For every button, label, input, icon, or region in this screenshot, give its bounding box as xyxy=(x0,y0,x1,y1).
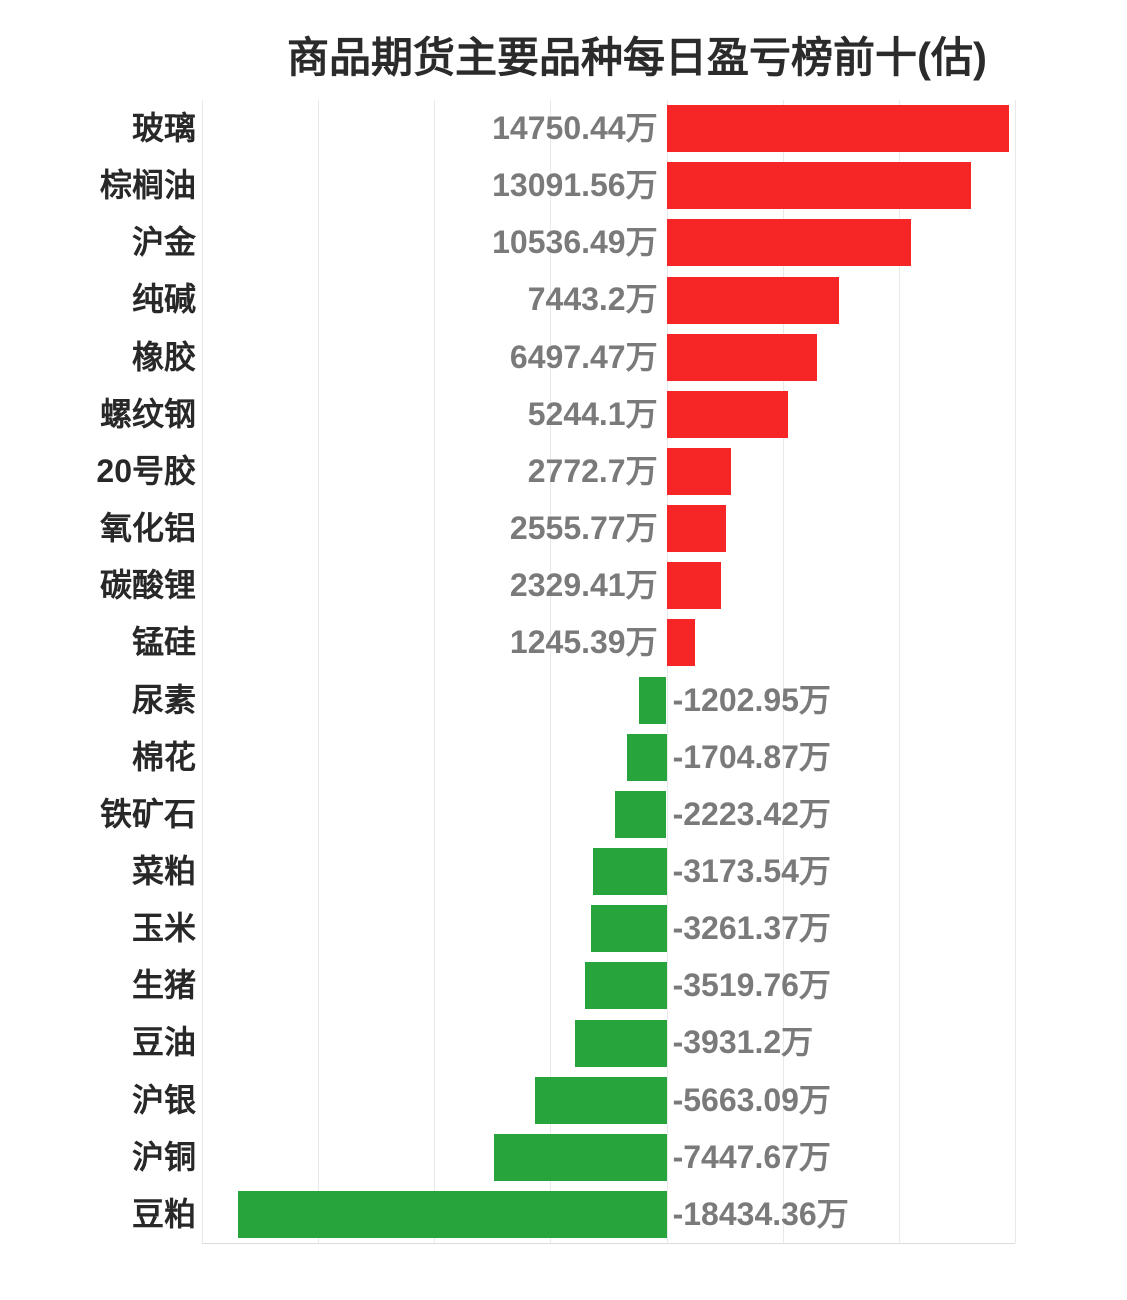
bar-negative xyxy=(627,733,667,781)
value-label: 5244.1万 xyxy=(527,395,658,432)
value-label: -2223.42万 xyxy=(672,795,831,832)
value-label: -3173.54万 xyxy=(672,852,831,889)
value-label: -7447.67万 xyxy=(672,1138,831,1175)
value-label: -3519.76万 xyxy=(672,967,831,1004)
bar-negative xyxy=(590,905,667,953)
bar-positive xyxy=(666,162,971,210)
bar-negative xyxy=(592,848,667,895)
x-axis-line xyxy=(202,1243,1015,1244)
bar-positive xyxy=(666,219,912,267)
gridline xyxy=(434,100,436,1243)
bar-negative xyxy=(493,1133,667,1181)
value-label: 1245.39万 xyxy=(509,624,658,661)
category-label: 螺纹钢 xyxy=(99,395,196,432)
category-label: 菜粕 xyxy=(131,852,196,889)
value-label: 13091.56万 xyxy=(492,167,658,204)
value-label: 2772.7万 xyxy=(527,452,658,489)
category-label: 棉花 xyxy=(131,738,196,775)
category-label: 玉米 xyxy=(131,910,196,947)
category-label: 玻璃 xyxy=(131,110,196,146)
bar-positive xyxy=(666,619,696,667)
category-label: 碳酸锂 xyxy=(99,567,196,604)
bar-positive xyxy=(666,562,721,610)
gridline xyxy=(202,100,203,1243)
gridline xyxy=(318,100,320,1243)
bar-positive xyxy=(666,276,840,324)
category-label: 沪金 xyxy=(131,224,196,261)
value-label: 6497.47万 xyxy=(509,338,658,375)
category-label: 橡胶 xyxy=(131,338,196,375)
category-label: 纯碱 xyxy=(131,281,196,318)
bar-negative xyxy=(614,790,667,838)
category-label: 铁矿石 xyxy=(99,795,196,832)
value-label: -3261.37万 xyxy=(672,910,831,947)
value-label: 14750.44万 xyxy=(492,110,658,146)
gridline xyxy=(666,100,668,1243)
category-label: 棕榈油 xyxy=(99,167,196,204)
category-label: 沪银 xyxy=(131,1081,196,1118)
bar-negative xyxy=(575,1019,667,1067)
bar-negative xyxy=(535,1076,667,1124)
category-label: 豆粕 xyxy=(131,1195,196,1232)
bar-positive xyxy=(666,505,726,553)
value-label: -3931.2万 xyxy=(672,1024,814,1061)
value-label: -1704.87万 xyxy=(672,738,831,775)
value-label: -5663.09万 xyxy=(672,1081,831,1118)
category-label: 20号胶 xyxy=(96,452,196,489)
bar-negative xyxy=(238,1190,667,1238)
value-label: 7443.2万 xyxy=(527,281,658,318)
category-label: 锰硅 xyxy=(131,624,196,661)
value-label: 2555.77万 xyxy=(509,510,658,547)
value-label: -18434.36万 xyxy=(672,1195,849,1232)
value-label: 10536.49万 xyxy=(492,224,658,261)
bar-positive xyxy=(666,333,818,381)
value-label: 2329.41万 xyxy=(509,567,658,604)
category-label: 沪铜 xyxy=(131,1138,196,1175)
category-label: 氧化铝 xyxy=(99,510,196,547)
bar-negative xyxy=(584,962,667,1010)
bar-negative xyxy=(638,676,667,724)
category-label: 豆油 xyxy=(131,1024,196,1061)
category-label: 尿素 xyxy=(131,681,196,718)
bar-positive xyxy=(666,390,789,438)
gridline xyxy=(782,100,784,1243)
gridline xyxy=(550,100,552,1243)
category-label: 生猪 xyxy=(131,967,196,1004)
value-label: -1202.95万 xyxy=(672,681,831,718)
chart-title: 商品期货主要品种每日盈亏榜前十(估) xyxy=(287,34,987,81)
bar-positive xyxy=(666,448,731,495)
gridline xyxy=(1015,100,1016,1243)
gridline xyxy=(898,100,900,1243)
bar-positive xyxy=(666,105,1010,153)
